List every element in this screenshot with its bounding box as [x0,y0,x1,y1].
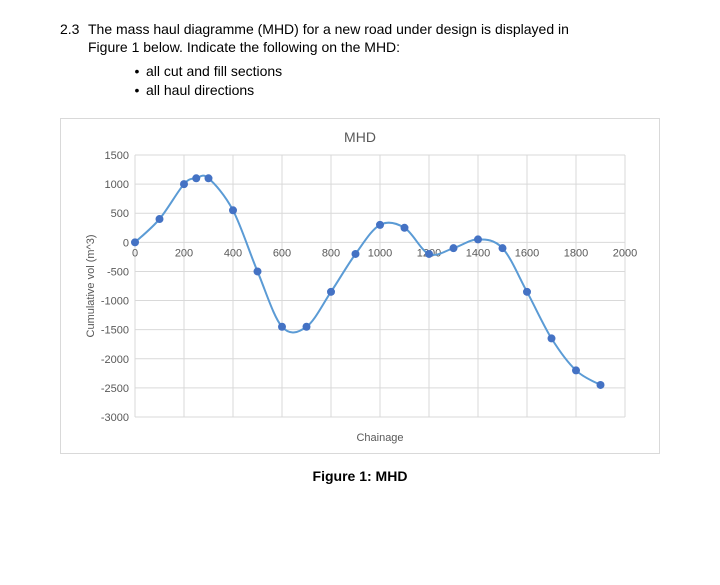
data-point [597,381,605,389]
x-tick-label: 200 [175,247,193,259]
question-line2: Figure 1 below. Indicate the following o… [88,39,400,55]
data-point [450,244,458,252]
y-tick-label: -2000 [101,354,129,366]
data-point [572,367,580,375]
bullet-item: • all cut and fill sections [128,62,660,81]
y-tick-label: 1000 [105,179,129,191]
data-point [401,224,409,232]
x-tick-label: 400 [224,247,242,259]
page: 2.3 The mass haul diagramme (MHD) for a … [0,0,720,484]
y-tick-label: -1500 [101,325,129,337]
x-tick-label: 0 [132,247,138,259]
y-axis-label: Cumulative vol (m^3) [85,235,97,338]
data-point [180,180,188,188]
data-point [425,250,433,258]
y-tick-label: 1500 [105,150,129,162]
data-point [548,335,556,343]
y-tick-label: -500 [107,267,129,279]
bullet-text: all cut and fill sections [146,62,282,81]
question: 2.3 The mass haul diagramme (MHD) for a … [60,20,660,100]
data-point [205,174,213,182]
bullet-icon: • [128,81,146,100]
mhd-chart: 0200400600800100012001400160018002000150… [80,147,640,447]
x-tick-label: 600 [273,247,291,259]
y-tick-label: 0 [123,237,129,249]
data-point [229,206,237,214]
chart-frame: MHD 020040060080010001200140016001800200… [60,118,660,454]
data-point [303,323,311,331]
figure-caption: Figure 1: MHD [60,468,660,484]
data-point [352,250,360,258]
y-tick-label: 500 [111,208,129,220]
y-tick-label: -2500 [101,383,129,395]
x-tick-label: 1400 [466,247,490,259]
data-point [499,244,507,252]
x-tick-label: 2000 [613,247,637,259]
data-point [327,288,335,296]
bullet-text: all haul directions [146,81,254,100]
chart-title: MHD [71,129,649,145]
data-point [474,236,482,244]
data-point [523,288,531,296]
x-tick-label: 1800 [564,247,588,259]
x-tick-label: 1600 [515,247,539,259]
data-point [376,221,384,229]
data-point [131,238,139,246]
mhd-line [135,176,601,385]
data-point [156,215,164,223]
data-point [254,268,262,276]
data-point [192,174,200,182]
question-line1: The mass haul diagramme (MHD) for a new … [88,21,569,37]
data-point [278,323,286,331]
question-bullets: • all cut and fill sections • all haul d… [128,62,660,100]
bullet-item: • all haul directions (11) [128,81,660,100]
question-text: The mass haul diagramme (MHD) for a new … [88,20,660,100]
question-number: 2.3 [60,20,88,100]
y-tick-label: -3000 [101,412,129,424]
x-tick-label: 1000 [368,247,392,259]
y-tick-label: -1000 [101,296,129,308]
x-tick-label: 800 [322,247,340,259]
bullet-icon: • [128,62,146,81]
x-axis-label: Chainage [356,432,403,444]
